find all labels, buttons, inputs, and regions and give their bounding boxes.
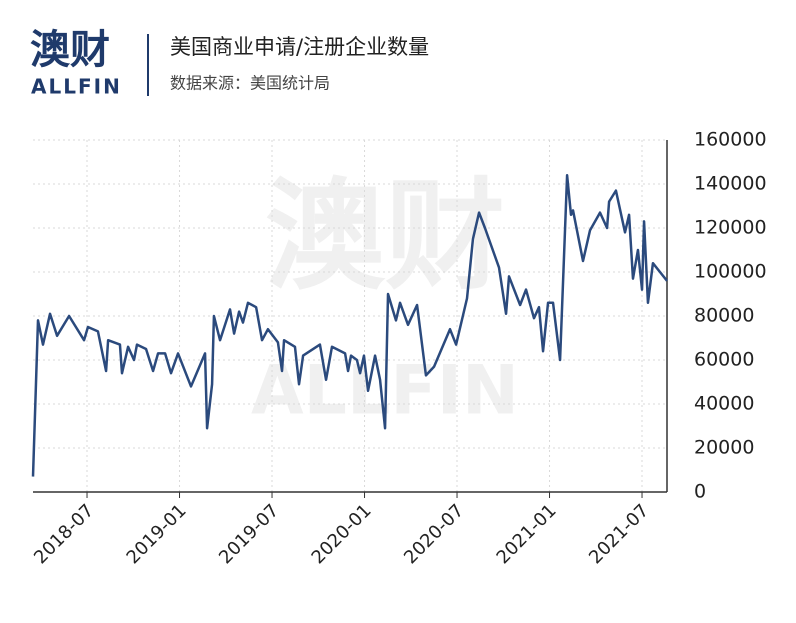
x-tick-label: 2020-01 (308, 500, 376, 568)
y-tick-label: 160000 (694, 129, 767, 151)
y-tick-label: 80000 (694, 305, 754, 327)
data-line (31, 173, 668, 477)
y-tick-label: 60000 (694, 349, 754, 371)
x-tick-label: 2018-07 (30, 500, 98, 568)
chart-subtitle: 数据来源：美国统计局 (170, 74, 330, 93)
x-tick-label: 2021-07 (585, 500, 653, 568)
y-tick-label: 20000 (694, 437, 754, 459)
chart-title: 美国商业申请/注册企业数量 (170, 35, 429, 59)
watermark-cn: 澳财 (265, 168, 505, 307)
y-tick-label: 140000 (694, 173, 767, 195)
y-tick-label: 120000 (694, 217, 767, 239)
y-tick-label: 100000 (694, 261, 767, 283)
x-tick-label: 2020-07 (400, 500, 468, 568)
y-tick-label: 40000 (694, 393, 754, 415)
logo-cn: 澳财 (30, 27, 110, 73)
x-tick-label: 2021-01 (493, 500, 561, 568)
x-tick-label: 2019-01 (123, 500, 191, 568)
x-tick-label: 2019-07 (215, 500, 283, 568)
y-tick-label: 0 (694, 481, 706, 503)
logo-en: ALLFIN (31, 75, 122, 99)
